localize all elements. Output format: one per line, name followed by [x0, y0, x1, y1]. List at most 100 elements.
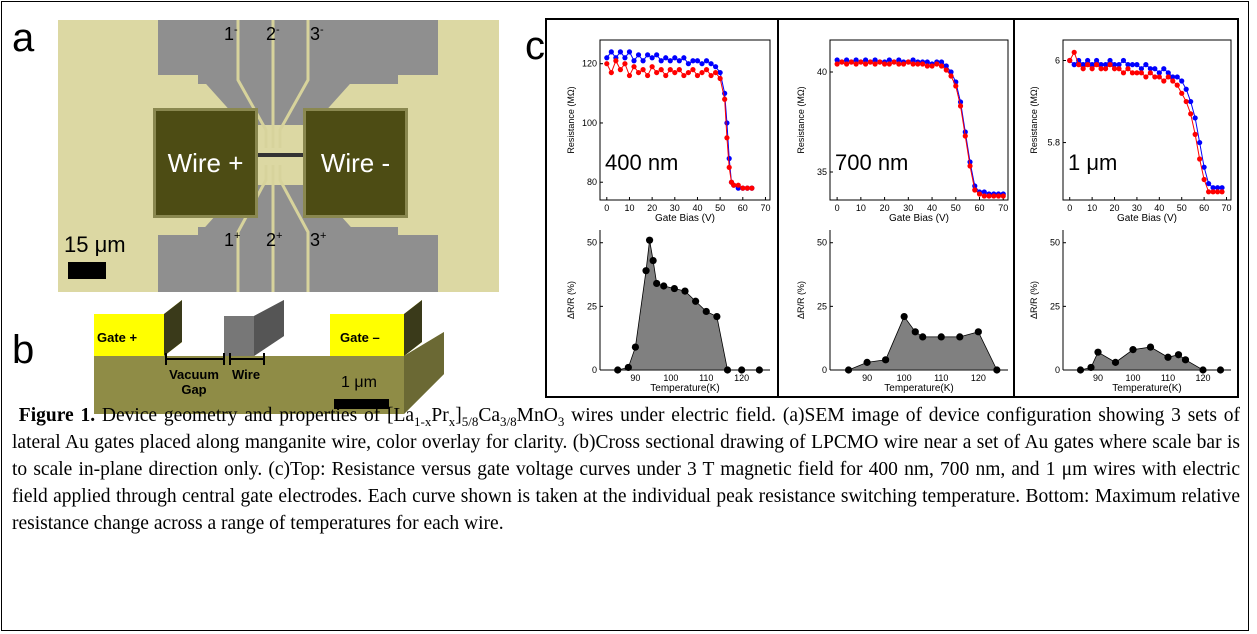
x-axis-title-bottom-2: Temperature(K) [1112, 383, 1181, 394]
data-point-0-1-4 [622, 61, 628, 67]
x-tick-label-bottom-2-2: 110 [1161, 373, 1175, 383]
x-tick-label-bottom-0-3: 120 [734, 373, 749, 383]
x-tick-label-top-2-5: 50 [1177, 203, 1187, 213]
data-point-0-1-2 [613, 58, 619, 64]
data-point-0-1-11 [654, 69, 660, 76]
x-axis-title-top-0: Gate Bias (V) [655, 213, 715, 224]
area-point-0-13 [723, 366, 732, 374]
area-point-1-8 [974, 328, 982, 336]
data-point-0-0-8 [640, 58, 646, 64]
data-point-0-0-13 [663, 55, 669, 61]
cross-section-scale-label: 1 μm [341, 374, 377, 391]
data-point-2-1-5 [1089, 66, 1095, 72]
area-point-1-7 [956, 333, 964, 341]
data-point-0-1-17 [681, 72, 687, 79]
caption-sub-4: 3/8 [500, 413, 517, 429]
x-tick-label-bottom-1-2: 110 [934, 373, 948, 383]
data-point-2-1-21 [1161, 78, 1167, 84]
data-point-2-0-21 [1161, 66, 1167, 72]
data-point-0-1-8 [640, 67, 646, 73]
data-point-1-1-8 [872, 61, 878, 67]
data-point-0-1-9 [645, 72, 651, 79]
data-point-2-0-34 [1219, 185, 1225, 191]
area-point-1-5 [919, 333, 927, 341]
area-point-2-2 [1094, 348, 1102, 356]
sem-image: Wire + Wire - 1- 2- 3- 1+ 2+ 3+ 15 μm [58, 20, 499, 292]
data-point-2-1-28 [1192, 131, 1198, 137]
x-tick-label-top-0-7: 70 [760, 203, 770, 213]
x-tick-label-bottom-0-1: 100 [663, 373, 678, 383]
data-point-0-1-32 [740, 185, 746, 191]
data-point-1-1-17 [915, 61, 921, 67]
data-point-0-0-9 [645, 52, 651, 58]
data-point-2-0-23 [1170, 74, 1176, 80]
data-point-0-1-10 [649, 64, 655, 70]
data-point-2-1-20 [1156, 74, 1162, 80]
area-point-0-10 [692, 297, 700, 305]
data-point-0-0-14 [667, 58, 673, 64]
data-point-0-1-19 [690, 67, 696, 73]
data-point-0-0-1 [608, 49, 614, 55]
area-point-0-2 [631, 343, 640, 351]
x-tick-label-top-1-6: 60 [975, 203, 985, 213]
data-point-1-0-6 [863, 57, 869, 63]
data-point-2-1-13 [1125, 66, 1131, 72]
y-tick-label-bottom-2-2: 50 [1050, 238, 1060, 248]
data-point-2-0-25 [1179, 78, 1185, 84]
area-point-0-15 [755, 366, 763, 374]
data-point-1-0-2 [844, 57, 850, 63]
data-point-0-0-7 [635, 52, 642, 58]
caption-label: Figure 1. [18, 405, 96, 426]
data-point-2-1-17 [1143, 74, 1149, 80]
data-point-1-1-13 [896, 61, 902, 67]
data-point-0-0-18 [685, 61, 692, 67]
data-point-1-1-2 [844, 61, 850, 67]
data-point-2-0-26 [1183, 86, 1189, 92]
data-point-2-0-15 [1134, 62, 1140, 68]
data-point-2-1-9 [1107, 62, 1113, 68]
x-tick-label-top-2-1: 10 [1087, 203, 1097, 213]
data-point-0-0-5 [626, 49, 633, 55]
data-point-0-0-0 [604, 55, 610, 61]
data-point-0-1-12 [658, 67, 664, 73]
data-point-0-1-34 [749, 185, 755, 191]
data-point-1-1-24 [948, 73, 954, 79]
data-point-1-0-23 [943, 63, 949, 69]
data-point-2-1-11 [1116, 66, 1122, 72]
data-point-1-1-28 [967, 163, 973, 169]
data-point-1-1-4 [853, 61, 859, 67]
data-point-1-0-4 [853, 57, 859, 63]
x-tick-label-top-0-6: 60 [738, 203, 748, 213]
plot-frame-top-2 [1062, 39, 1232, 201]
wire-label: Wire [232, 367, 261, 382]
wire-size-label-0: 400 nm [605, 150, 678, 175]
area-point-1-9 [993, 366, 1001, 374]
data-point-2-1-14 [1129, 70, 1136, 76]
x-tick-label-bottom-2-1: 100 [1125, 373, 1140, 383]
x-tick-label-bottom-1-0: 90 [862, 373, 872, 383]
data-point-0-0-15 [672, 55, 678, 61]
area-point-2-10 [1216, 366, 1225, 374]
y-tick-label-bottom-1-0: 0 [822, 365, 827, 375]
data-point-1-1-1 [839, 59, 845, 65]
data-point-1-1-10 [881, 61, 888, 67]
data-point-1-1-29 [972, 187, 978, 193]
data-point-1-1-21 [934, 61, 940, 67]
data-point-1-1-16 [910, 61, 916, 67]
data-point-2-1-3 [1080, 66, 1086, 72]
data-point-1-1-18 [919, 61, 926, 67]
data-point-0-1-13 [663, 72, 669, 79]
data-point-1-1-34 [995, 193, 1002, 199]
x-tick-label-top-1-0: 0 [835, 203, 840, 213]
electrode-label-3-bottom: 3+ [310, 230, 327, 250]
data-point-0-0-12 [658, 58, 664, 64]
area-point-1-0 [844, 366, 853, 374]
data-point-2-1-34 [1219, 189, 1225, 195]
data-point-1-1-5 [858, 59, 864, 65]
x-tick-label-top-2-2: 20 [1110, 203, 1120, 213]
data-point-0-1-5 [626, 72, 633, 79]
data-point-0-0-11 [654, 52, 660, 58]
data-point-2-1-16 [1138, 70, 1144, 76]
data-point-2-1-12 [1120, 70, 1127, 76]
